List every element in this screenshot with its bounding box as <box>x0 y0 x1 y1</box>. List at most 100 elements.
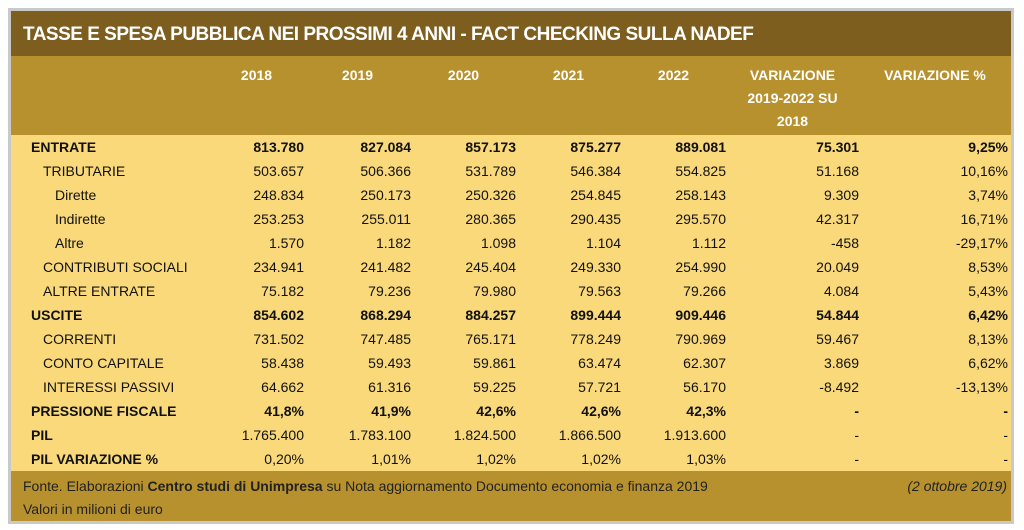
cell-value: 3.869 <box>823 355 859 371</box>
cell-value: 506.366 <box>360 163 411 179</box>
cell-value: - <box>1003 427 1008 443</box>
row-label: INTERESSI PASSIVI <box>43 379 175 395</box>
cell-value: 889.081 <box>675 139 726 155</box>
cell-value: 79.980 <box>473 283 516 299</box>
cell-value: 63.474 <box>578 355 621 371</box>
table-row: INTERESSI PASSIVI 64.662 61.316 59.225 57.72… <box>11 375 1011 399</box>
cell-value: -8.492 <box>819 379 859 395</box>
cell-value: 1.098 <box>480 235 516 251</box>
cell-value: 245.404 <box>465 259 516 275</box>
table-row: PIL VARIAZIONE % 0,20% 1,01% 1,02% 1,02% 1,03… <box>11 447 1011 471</box>
cell-value: 1,03% <box>686 451 726 467</box>
table-row: CONTO CAPITALE 58.438 59.493 59.861 63.474 62… <box>11 351 1011 375</box>
table-row: USCITE 854.602 868.294 884.257 899.444 909.44… <box>11 303 1011 327</box>
cell-value: 59.493 <box>368 355 411 371</box>
source-note: Fonte. Elaborazioni Centro studi di Unim… <box>23 478 708 494</box>
row-label: CORRENTI <box>43 331 117 347</box>
fact-check-table-figure: TASSE E SPESA PUBBLICA NEI PROSSIMI 4 AN… <box>8 8 1014 524</box>
cell-value: 258.143 <box>675 187 726 203</box>
cell-value: 9,25% <box>968 139 1008 155</box>
cell-value: 254.990 <box>675 259 726 275</box>
table-row: PRESSIONE FISCALE 41,8% 41,9% 42,6% 42,6% 42,… <box>11 399 1011 423</box>
cell-value: 234.941 <box>253 259 304 275</box>
source-date: (2 ottobre 2019) <box>907 478 1007 494</box>
row-label: CONTO CAPITALE <box>43 355 164 371</box>
cell-value: 1.866.500 <box>558 427 621 443</box>
cell-value: 41,8% <box>264 403 304 419</box>
cell-value: 75.301 <box>816 139 859 155</box>
cell-value: 79.563 <box>578 283 621 299</box>
cell-value: - <box>1003 451 1008 467</box>
header-row: 2018 2019 2020 2021 2022 VARIAZIONE 2019-2022… <box>11 56 1011 135</box>
cell-value: 1,02% <box>476 451 516 467</box>
row-label: CONTRIBUTI SOCIALI <box>43 259 188 275</box>
cell-value: 248.834 <box>253 187 304 203</box>
cell-value: 8,13% <box>968 331 1008 347</box>
cell-value: 51.168 <box>816 163 859 179</box>
cell-value: 6,42% <box>968 307 1008 323</box>
cell-value: 16,71% <box>960 211 1008 227</box>
cell-value: 884.257 <box>465 307 516 323</box>
row-label: PIL <box>31 427 53 443</box>
cell-value: -13,13% <box>955 379 1008 395</box>
cell-value: 868.294 <box>360 307 411 323</box>
row-label: Dirette <box>55 187 97 203</box>
cell-value: 56.170 <box>683 379 726 395</box>
cell-value: 731.502 <box>253 331 304 347</box>
row-label: PIL VARIAZIONE % <box>31 451 159 467</box>
cell-value: - <box>1003 403 1008 419</box>
table-row: TRIBUTARIE 503.657 506.366 531.789 546.384 55… <box>11 159 1011 183</box>
cell-value: - <box>854 451 859 467</box>
cell-value: 909.446 <box>675 307 726 323</box>
column-header: 2021 <box>516 56 621 135</box>
cell-value: 531.789 <box>465 163 516 179</box>
table-row: Indirette 253.253 255.011 280.365 290.435 295… <box>11 207 1011 231</box>
cell-value: 79.236 <box>368 283 411 299</box>
cell-value: 1.783.100 <box>348 427 411 443</box>
row-label: ALTRE ENTRATE <box>43 283 156 299</box>
row-label: PRESSIONE FISCALE <box>31 403 177 419</box>
cell-value: 854.602 <box>253 307 304 323</box>
footer: Fonte. Elaborazioni Centro studi di Unim… <box>11 471 1011 521</box>
cell-value: 1.112 <box>692 235 726 251</box>
cell-value: 290.435 <box>570 211 621 227</box>
cell-value: - <box>854 403 859 419</box>
table-row: ALTRE ENTRATE 75.182 79.236 79.980 79.563 79.… <box>11 279 1011 303</box>
cell-value: 813.780 <box>253 139 304 155</box>
cell-value: 1.182 <box>375 235 411 251</box>
cell-value: 250.326 <box>465 187 516 203</box>
cell-value: 41,9% <box>371 403 411 419</box>
column-header: 2019 <box>304 56 411 135</box>
row-label: ENTRATE <box>31 139 97 155</box>
cell-value: 58.438 <box>261 355 304 371</box>
cell-value: 778.249 <box>570 331 621 347</box>
column-header: 2018 <box>209 56 304 135</box>
cell-value: 827.084 <box>360 139 411 155</box>
cell-value: 250.173 <box>360 187 411 203</box>
cell-value: 1.104 <box>585 235 621 251</box>
cell-value: 1,02% <box>581 451 621 467</box>
cell-value: 875.277 <box>570 139 621 155</box>
cell-value: 4.084 <box>823 283 859 299</box>
cell-value: 9.309 <box>823 187 859 203</box>
cell-value: 42.317 <box>816 211 859 227</box>
cell-value: 747.485 <box>360 331 411 347</box>
cell-value: 790.969 <box>675 331 726 347</box>
cell-value: 765.171 <box>465 331 516 347</box>
cell-value: 280.365 <box>465 211 516 227</box>
cell-value: 59.467 <box>816 331 859 347</box>
table-row: CORRENTI 731.502 747.485 765.171 778.249 790.… <box>11 327 1011 351</box>
cell-value: 249.330 <box>570 259 621 275</box>
cell-value: 241.482 <box>360 259 411 275</box>
cell-value: 255.011 <box>361 211 411 227</box>
cell-value: -458 <box>830 235 859 251</box>
cell-value: 899.444 <box>570 307 621 323</box>
cell-value: 64.662 <box>261 379 304 395</box>
column-header: VARIAZIONE % <box>859 56 1011 135</box>
cell-value: 42,3% <box>686 403 726 419</box>
table-row: ENTRATE 813.780 827.084 857.173 875.277 889.0… <box>11 135 1011 159</box>
cell-value: 79.266 <box>683 283 726 299</box>
row-label: USCITE <box>31 307 83 323</box>
data-table: 2018 2019 2020 2021 2022 VARIAZIONE 2019-2022… <box>11 56 1011 471</box>
cell-value: 295.570 <box>675 211 726 227</box>
